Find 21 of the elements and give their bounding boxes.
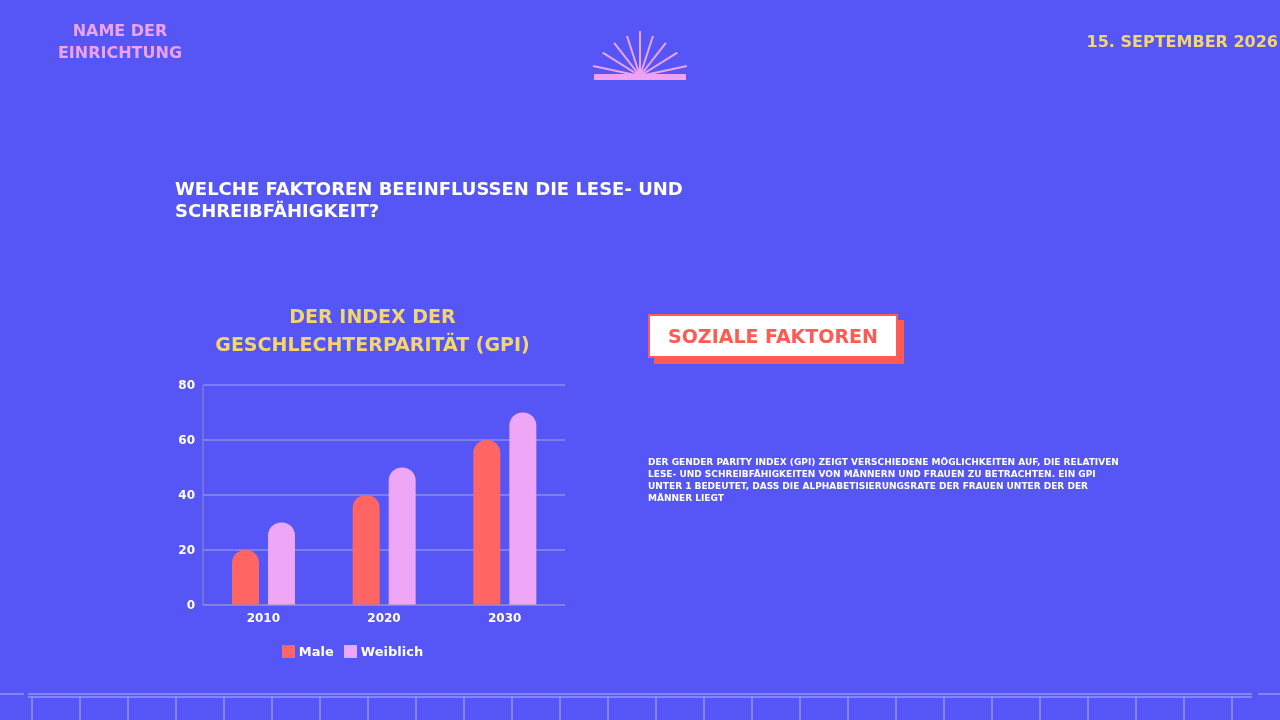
bar bbox=[232, 550, 259, 605]
legend-label: Male bbox=[298, 644, 334, 659]
y-tick-label: 60 bbox=[178, 433, 195, 448]
legend-label: Weiblich bbox=[360, 644, 424, 659]
bar bbox=[352, 495, 380, 605]
bar bbox=[473, 440, 501, 605]
chart-title: WELCHE FAKTOREN BEEINFLUSSEN DIE LESE- UND SCHREIBFÄHIGKEIT? bbox=[175, 178, 684, 222]
bar bbox=[509, 412, 537, 605]
text: DER GENDER PARITY INDEX (GPI) ZEIGT VERSCHIEDENE MÖGLICHKEITEN AUF, DIE RELATIVEN LESE- UND SCHREIBFÄHIGKEITEN VON MÄNNERN UND FRAUEN ZU BETRACHTEN. EIN GPI UNTER 1 BEDEUTET, DASS DIE ALPHABETISIERUNGSRATE DER FRAUEN UNTER DER DER MÄNNER LIEGT bbox=[648, 456, 1120, 504]
bar bbox=[388, 467, 416, 605]
bar bbox=[268, 522, 295, 605]
x-tick-label: 2010 bbox=[246, 610, 281, 625]
chart-subtitle: DER INDEX DER GESCHLECHTERPARITÄT (GPI) bbox=[214, 304, 531, 357]
x-tick-label: 2020 bbox=[367, 610, 401, 625]
y-tick-label: 40 bbox=[178, 488, 195, 503]
y-tick-label: 80 bbox=[178, 378, 195, 393]
x-tick-label: 2030 bbox=[487, 610, 522, 625]
text: NAME DER EINRICHTUNG bbox=[56, 20, 184, 64]
y-tick-label: 20 bbox=[178, 543, 195, 558]
y-tick-label: 0 bbox=[186, 598, 195, 613]
text: 15. SEPTEMBER 2026 bbox=[1085, 32, 1278, 52]
